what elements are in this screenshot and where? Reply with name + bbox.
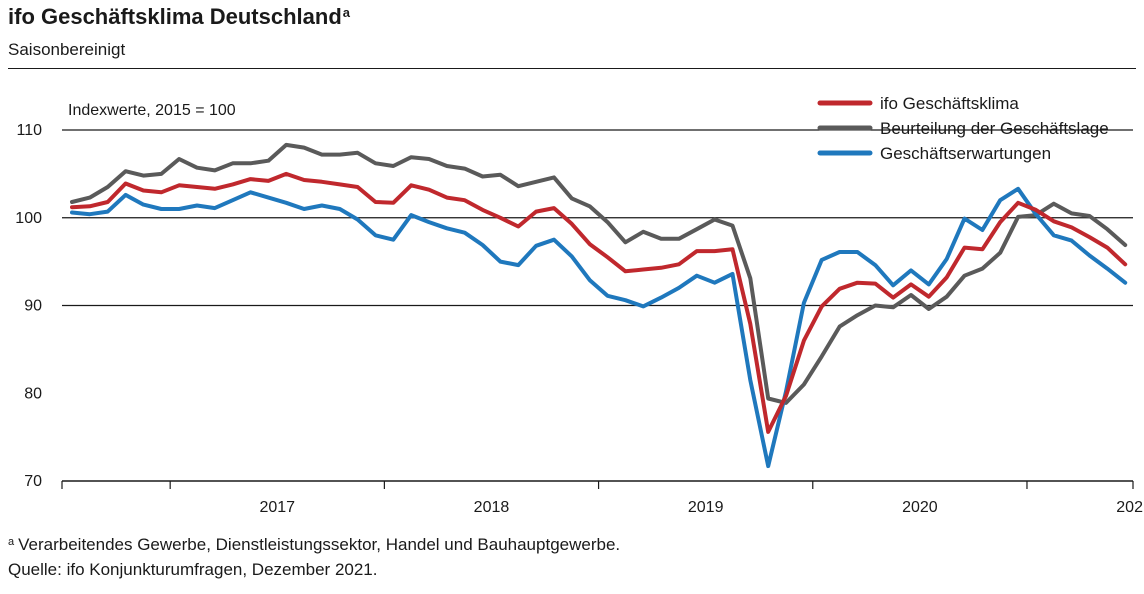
x-tick-label: 2017: [259, 499, 295, 516]
y-tick-label: 100: [15, 210, 42, 227]
x-tick-label: 2018: [474, 499, 510, 516]
y-tick-label: 110: [16, 122, 42, 139]
y-tick-label: 80: [24, 385, 42, 402]
series-line-3: [70, 186, 1128, 469]
legend: ifo Geschäftsklima Beurteilung der Geschä…: [817, 94, 1109, 163]
legend-label-2: Beurteilung der Geschäftslage: [880, 119, 1109, 138]
legend-label-3: Geschäftserwartungen: [880, 144, 1051, 163]
y-tick-label: 70: [24, 473, 42, 490]
footnote-marker: a: [8, 536, 15, 548]
x-tick-label: 2020: [902, 499, 938, 516]
chart-subtitle: Saisonbereinigt: [8, 40, 126, 59]
y-tick-label: 90: [24, 298, 42, 315]
x-axis-tick-labels: 2017 2018 2019 2020 2021: [259, 499, 1144, 516]
header-rule: [8, 68, 1136, 69]
x-tick-label: 2019: [688, 499, 724, 516]
series-lines: [70, 142, 1128, 469]
line-chart: 70 80 90 100 110 2017 2018 2019 2020 2021 Indexw…: [15, 94, 1144, 516]
y-axis-tick-labels: 70 80 90 100 110: [15, 122, 42, 490]
x-axis: [61, 480, 1134, 489]
source-note: Quelle: ifo Konjunkturumfragen, Dezember…: [8, 560, 378, 579]
series-line-1: [70, 171, 1128, 434]
chart-title: ifo Geschäftsklima Deutschlanda: [8, 4, 350, 29]
title-footnote-marker: a: [342, 5, 350, 20]
footnote: a Verarbeitendes Gewerbe, Dienstleistungs…: [8, 535, 621, 554]
legend-label-1: ifo Geschäftsklima: [880, 94, 1019, 113]
x-tick-label: 2021: [1116, 499, 1144, 516]
series-line-2: [70, 142, 1128, 405]
unit-label: Indexwerte, 2015 = 100: [68, 102, 236, 119]
gridlines: [62, 129, 1133, 307]
